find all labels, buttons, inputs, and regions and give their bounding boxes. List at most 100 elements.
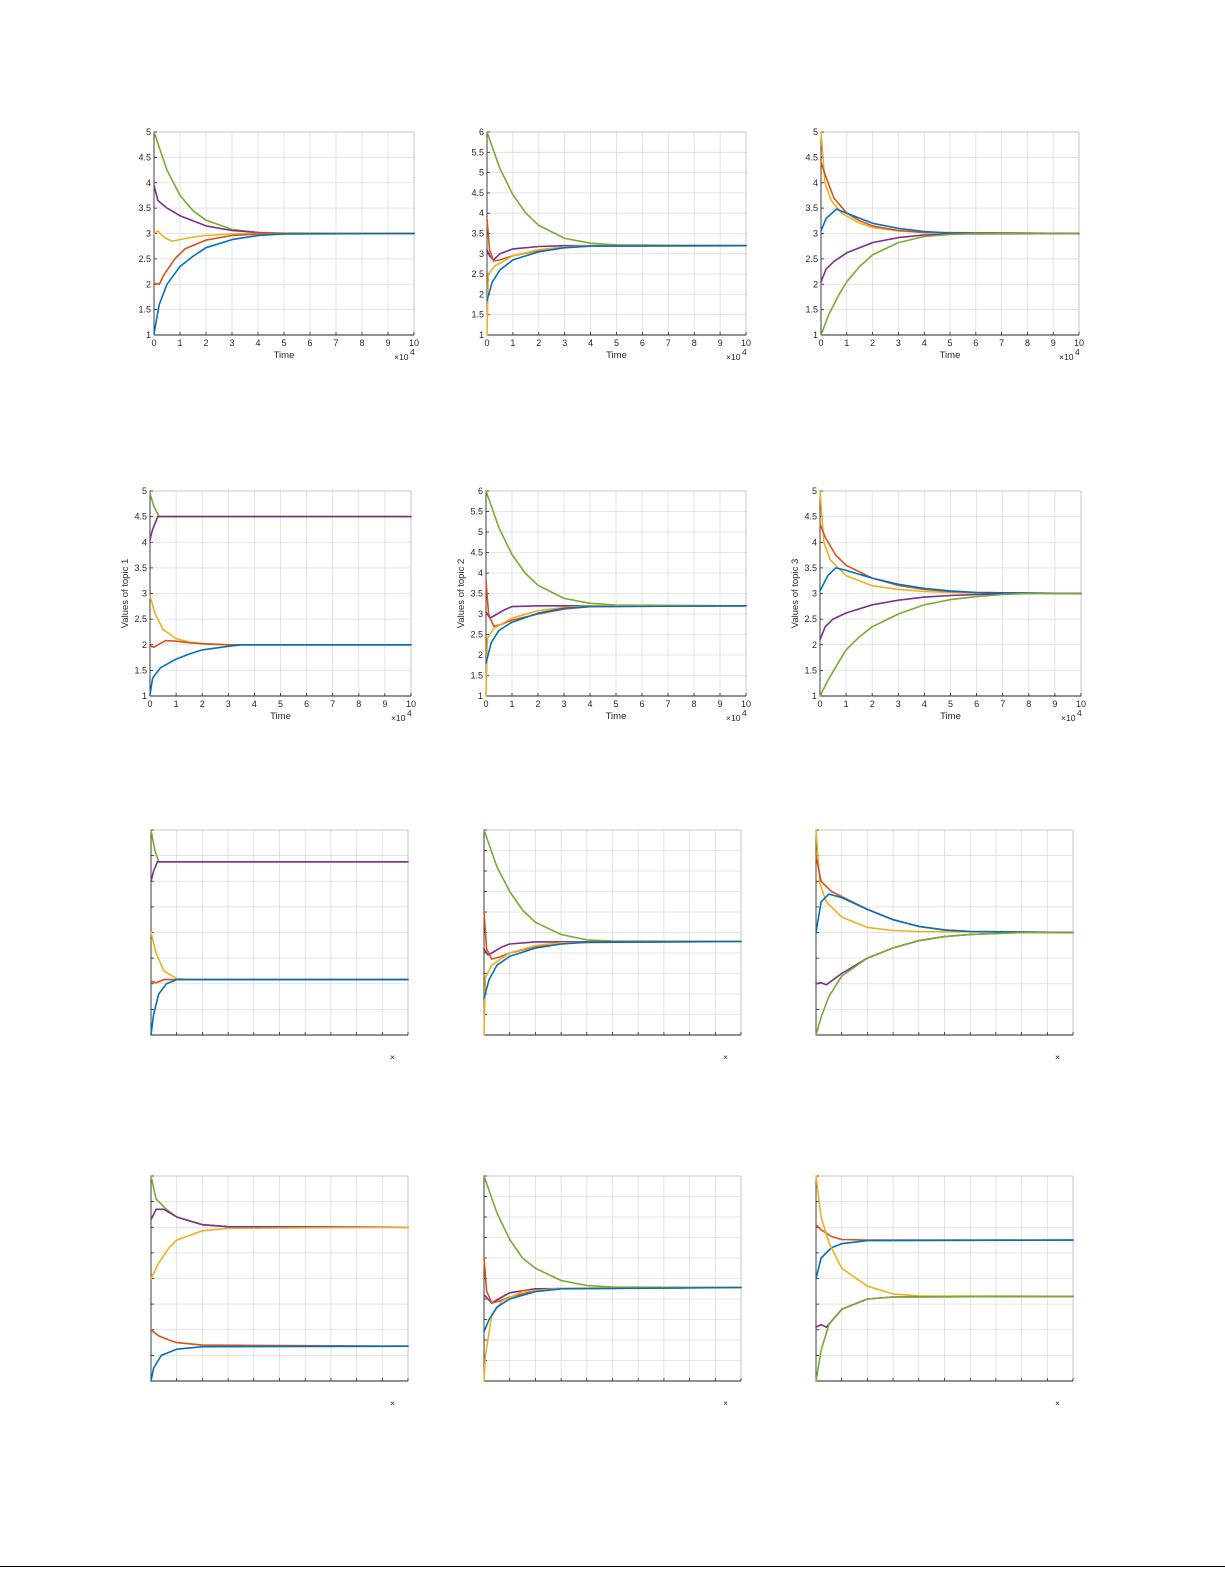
x-axis-label: Time — [606, 711, 627, 722]
series-line-green — [483, 1175, 742, 1289]
y-tick-label: 3 — [146, 229, 151, 239]
x-tick-label: 1 — [844, 699, 849, 709]
x-tick-label: 0 — [818, 338, 823, 348]
y-tick-label: 3.5 — [470, 589, 483, 599]
y-tick-label: 5.5 — [470, 507, 483, 517]
x-tick-label: 10 — [1076, 699, 1086, 709]
y-tick-label: 2.5 — [134, 614, 147, 624]
y-tick-label: 1.5 — [804, 665, 817, 675]
chart-panel-6: 0 1 2 3 4 5 6 7 8 9 1011.522.533.544.55TimeValues … — [790, 486, 1086, 723]
x-tick-label: 3 — [229, 338, 234, 348]
x-axis-exponent: 4 — [410, 347, 415, 357]
y-tick-label: 2.5 — [471, 269, 484, 279]
x-tick-label: 10 — [741, 699, 751, 709]
x-axis-label: Time — [270, 711, 291, 722]
x-tick-label: 2 — [870, 699, 875, 709]
chart-panel-10: × — [150, 1175, 409, 1408]
series-line-purple — [149, 515, 412, 541]
chart-panel-4: 0 1 2 3 4 5 6 7 8 9 1011.522.533.544.55TimeValues … — [120, 486, 416, 723]
series-line-blue — [485, 605, 747, 664]
x-axis-multiplier: × — [390, 1398, 395, 1408]
y-tick-label: 4.5 — [805, 152, 818, 162]
y-tick-label: 3 — [479, 249, 484, 259]
series-line-purple — [483, 1286, 742, 1304]
y-tick-label: 2 — [142, 640, 147, 650]
y-tick-label: 5 — [142, 486, 147, 496]
x-tick-label: 9 — [1051, 338, 1056, 348]
series-line-orange — [820, 161, 1080, 235]
x-tick-label: 7 — [333, 338, 338, 348]
y-tick-label: 1 — [146, 330, 151, 340]
x-tick-label: 7 — [999, 338, 1004, 348]
x-tick-label: 4 — [588, 338, 593, 348]
x-tick-label: 10 — [409, 338, 419, 348]
y-tick-label: 3.5 — [804, 563, 817, 573]
x-tick-label: 9 — [1052, 699, 1057, 709]
x-axis-exponent: 4 — [742, 708, 747, 718]
x-tick-label: 1 — [177, 338, 182, 348]
x-tick-label: 2 — [535, 699, 540, 709]
y-axis-label: Values of topic 1 — [120, 559, 131, 629]
x-tick-label: 3 — [561, 699, 566, 709]
x-tick-label: 0 — [151, 338, 156, 348]
y-tick-label: 2 — [812, 640, 817, 650]
y-tick-label: 4.5 — [134, 512, 147, 522]
x-tick-label: 2 — [203, 338, 208, 348]
series-line-orange — [149, 639, 412, 649]
y-tick-label: 1.5 — [138, 305, 151, 315]
y-tick-label: 1.5 — [805, 305, 818, 315]
series-line-green — [819, 592, 1082, 697]
y-tick-label: 2 — [146, 279, 151, 289]
series-line-blue — [819, 567, 1082, 595]
x-tick-label: 3 — [226, 699, 231, 709]
series-line-green — [815, 931, 1074, 1036]
series-line-yellow — [483, 940, 742, 1036]
y-tick-label: 3.5 — [471, 229, 484, 239]
x-axis-multiplier: × — [723, 1052, 728, 1062]
x-tick-label: 8 — [356, 699, 361, 709]
x-axis-label: Time — [940, 711, 961, 722]
y-tick-label: 4.5 — [470, 548, 483, 558]
y-tick-label: 3 — [478, 609, 483, 619]
y-tick-label: 2 — [478, 650, 483, 660]
page-bottom-rule — [0, 1566, 1225, 1567]
x-tick-label: 3 — [896, 338, 901, 348]
series-line-purple — [486, 244, 747, 261]
y-tick-label: 4.5 — [138, 152, 151, 162]
x-tick-label: 8 — [359, 338, 364, 348]
x-tick-label: 5 — [281, 338, 286, 348]
x-tick-label: 5 — [613, 699, 618, 709]
x-axis-label: Time — [274, 350, 295, 361]
x-tick-label: 6 — [973, 338, 978, 348]
y-tick-label: 5 — [146, 127, 151, 137]
x-axis-exponent: 4 — [1077, 708, 1082, 718]
x-axis-multiplier: ×10 — [1061, 713, 1076, 723]
y-tick-label: 4.5 — [471, 188, 484, 198]
x-axis-multiplier: × — [723, 1398, 728, 1408]
y-tick-label: 2.5 — [138, 254, 151, 264]
x-axis-exponent: 4 — [742, 347, 747, 357]
chart-panel-11: × — [483, 1175, 742, 1408]
x-axis-multiplier: ×10 — [1059, 352, 1074, 362]
x-tick-label: 8 — [692, 338, 697, 348]
y-tick-label: 1 — [478, 691, 483, 701]
y-tick-label: 2.5 — [805, 254, 818, 264]
y-tick-label: 1 — [142, 691, 147, 701]
x-axis-exponent: 4 — [1075, 347, 1080, 357]
x-tick-label: 4 — [587, 699, 592, 709]
y-tick-label: 1.5 — [471, 310, 484, 320]
x-tick-label: 9 — [385, 338, 390, 348]
x-tick-label: 1 — [510, 338, 515, 348]
series-line-purple — [819, 592, 1082, 641]
series-line-yellow — [150, 1226, 409, 1280]
y-tick-label: 6 — [479, 127, 484, 137]
series-line-blue — [483, 1286, 742, 1333]
y-tick-label: 3 — [812, 589, 817, 599]
x-tick-label: 5 — [278, 699, 283, 709]
series-line-green — [820, 232, 1080, 336]
series-line-orange — [150, 1329, 409, 1347]
x-axis-multiplier: ×10 — [391, 713, 406, 723]
x-tick-label: 3 — [896, 699, 901, 709]
y-tick-label: 3.5 — [134, 563, 147, 573]
y-tick-label: 1.5 — [134, 665, 147, 675]
